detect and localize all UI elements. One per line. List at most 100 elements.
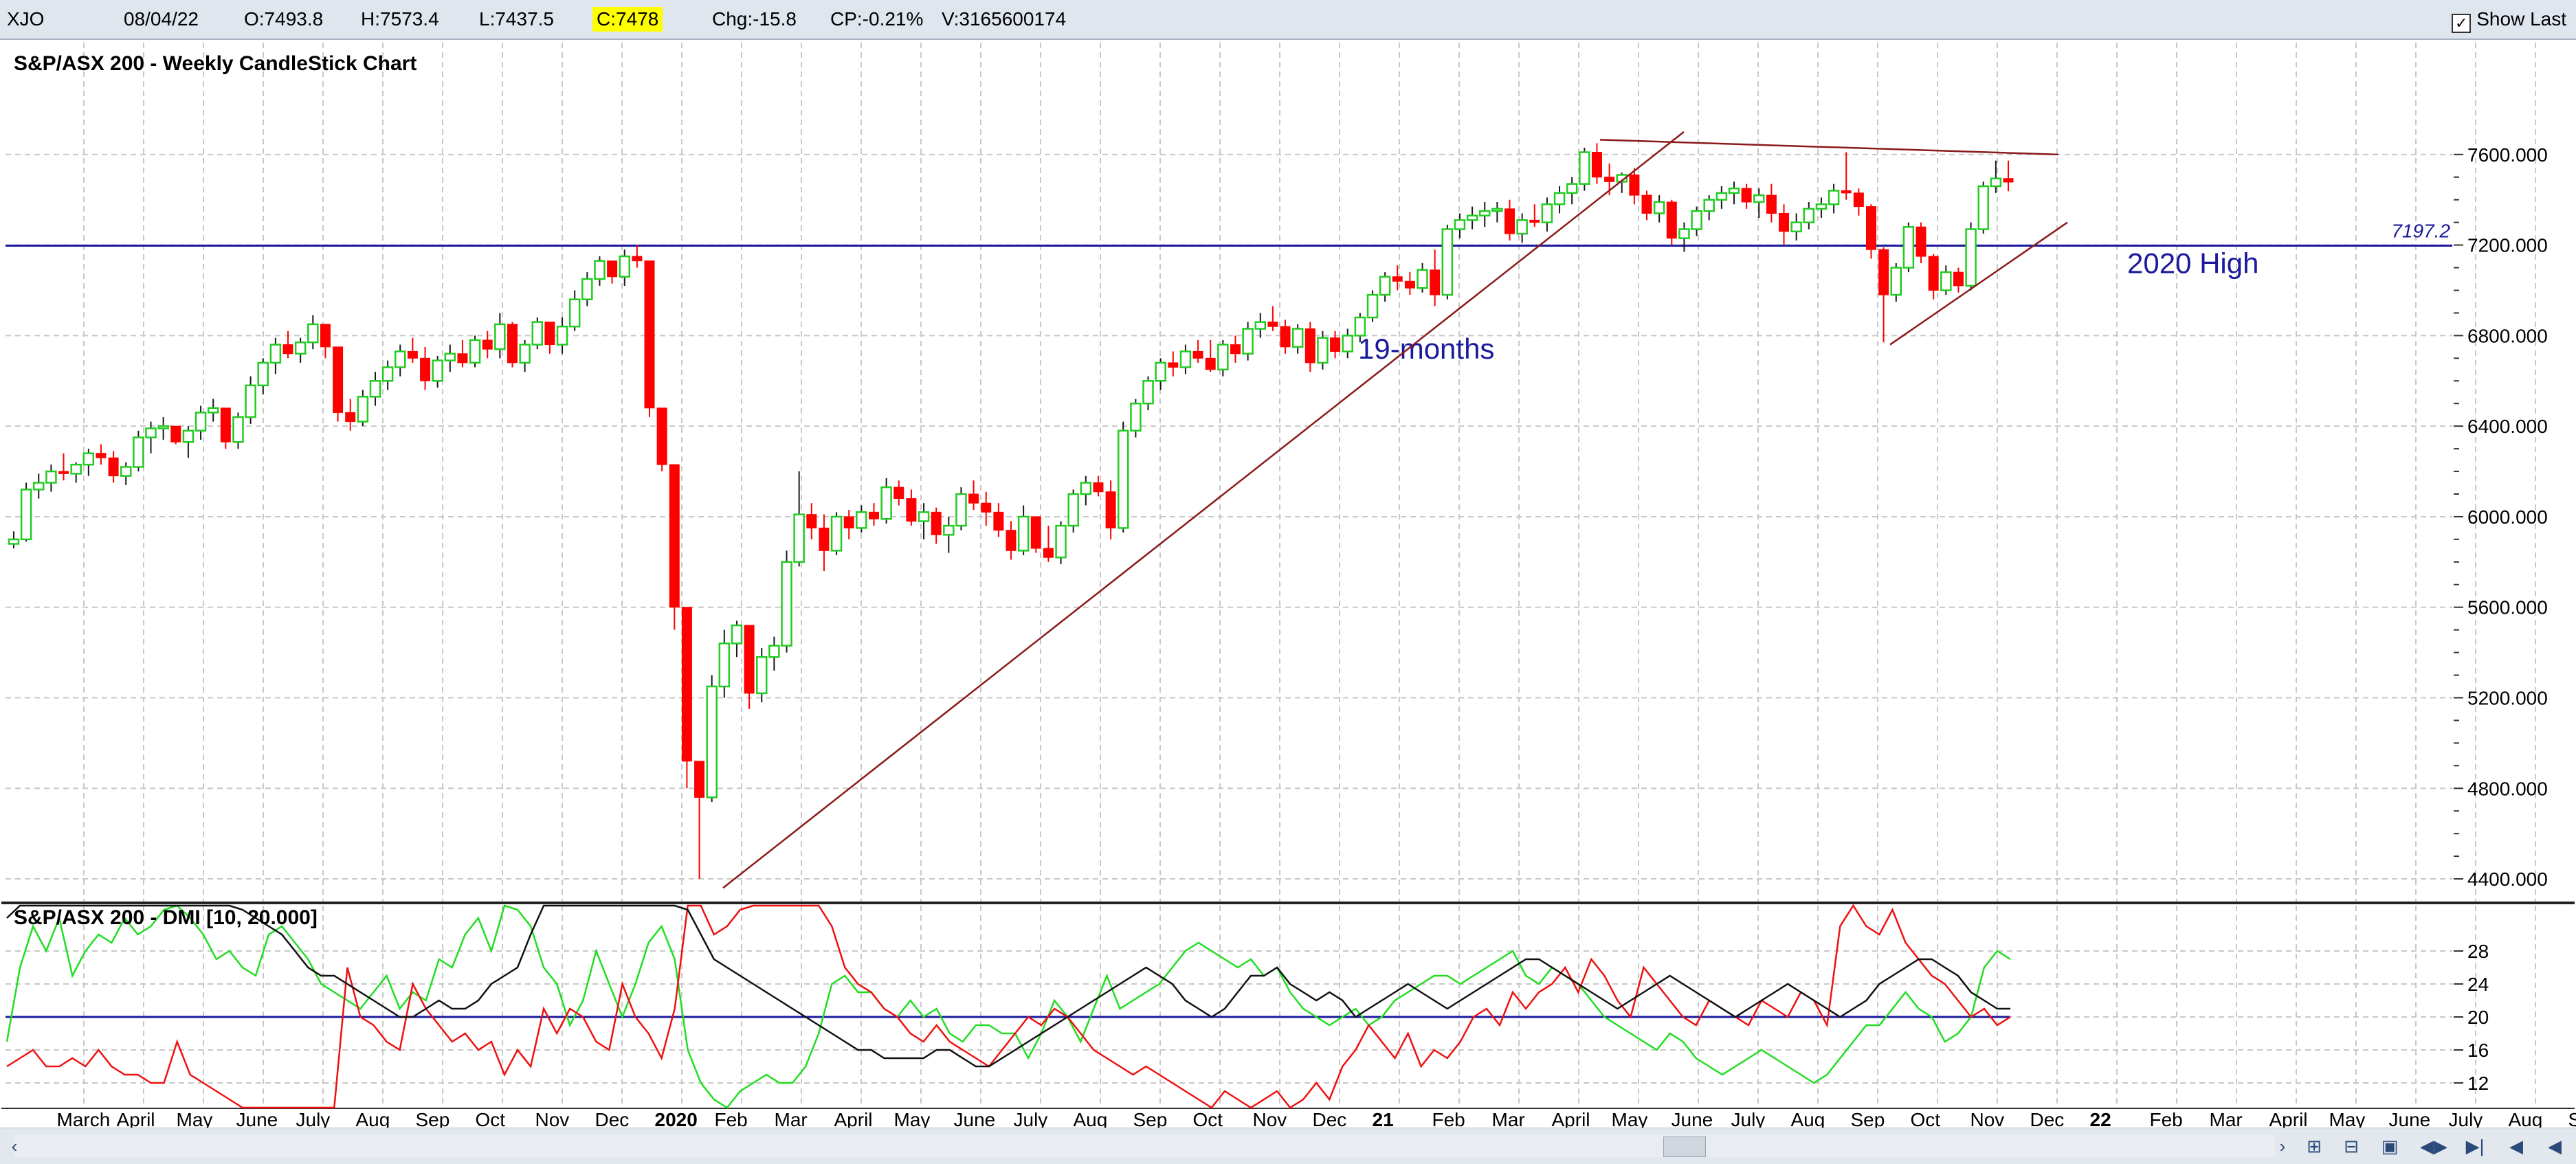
candle-body — [159, 426, 168, 428]
time-axis-label: July — [1731, 1109, 1766, 1128]
candle-body — [1305, 329, 1315, 363]
candle-body — [1156, 363, 1166, 381]
candle-body — [458, 354, 467, 363]
candle-body — [894, 487, 904, 498]
zoom-out-icon[interactable]: ⊟ — [2337, 1134, 2366, 1159]
candle-body — [1579, 153, 1589, 184]
grid-lines — [1, 43, 2576, 1109]
candle-body — [395, 351, 405, 367]
symbol-label: XJO — [7, 7, 44, 32]
dmi-axis-label: 16 — [2467, 1040, 2489, 1061]
scroll-thumb[interactable] — [1663, 1137, 1706, 1157]
candle-body — [1467, 216, 1477, 221]
candle-body — [283, 345, 293, 354]
candle-body — [508, 324, 518, 363]
candles-layer — [9, 143, 2013, 879]
candle-body — [1031, 517, 1041, 548]
checkbox-icon[interactable]: ✓ — [2452, 14, 2471, 33]
candle-body — [1817, 204, 1826, 209]
candle-body — [1953, 272, 1963, 286]
annotation-2020-high: 2020 High — [2127, 247, 2258, 280]
candle-body — [608, 261, 617, 277]
scroll-left-icon[interactable]: ‹ — [0, 1134, 29, 1159]
price-axis-label: 6800.000 — [2467, 325, 2548, 346]
candle-body — [1418, 270, 1428, 288]
scroll-track[interactable] — [14, 1135, 2275, 1157]
candle-body — [308, 324, 318, 342]
candle-body — [1019, 517, 1028, 550]
scroll-bar[interactable]: ‹ › ⊞ ⊟ ▣ ◀▶ ▶| ◀ ◀ — [0, 1128, 2576, 1164]
dmi-series-di_minus — [7, 906, 2010, 1108]
candle-body — [1455, 220, 1465, 229]
candle-body — [669, 465, 679, 607]
time-axis-label: Sep — [416, 1109, 450, 1128]
time-axis-label: Sep — [2568, 1109, 2576, 1128]
show-last-toggle[interactable]: ✓Show Last — [2452, 7, 2566, 33]
candle-body — [1131, 403, 1140, 431]
candle-body — [707, 686, 717, 797]
candle-body — [296, 342, 305, 353]
time-axis-label: May — [1612, 1109, 1648, 1128]
dmi-layer — [5, 906, 2010, 1108]
candle-body — [1766, 195, 1776, 213]
last-icon[interactable]: ▶| — [2461, 1134, 2489, 1159]
candle-body — [557, 326, 567, 344]
candle-body — [1854, 193, 1863, 207]
candle-body — [819, 528, 829, 550]
candle-body — [9, 539, 19, 544]
candle-body — [1118, 431, 1128, 528]
time-axis-label: June — [2389, 1109, 2431, 1128]
candle-body — [1841, 191, 1851, 193]
candle-body — [682, 607, 691, 761]
candle-body — [795, 515, 804, 562]
candle-body — [1929, 256, 1938, 290]
candle-body — [408, 351, 417, 358]
dmi-axis-label: 24 — [2467, 974, 2489, 995]
candle-body — [146, 428, 156, 437]
candle-body — [1592, 153, 1601, 177]
annotation-19-months: 19-months — [1358, 333, 1494, 365]
low-label: L:7437.5 — [479, 7, 554, 32]
date-label: 08/04/22 — [124, 7, 199, 32]
price-axis-label: 7200.000 — [2467, 235, 2548, 256]
candle-body — [59, 471, 69, 473]
chart-title: S&P/ASX 200 - Weekly CandleStick Chart — [14, 52, 417, 75]
fit-icon[interactable]: ▣ — [2375, 1134, 2404, 1159]
close-label: C:7478 — [592, 7, 663, 32]
time-axis-label: Aug — [356, 1109, 390, 1128]
candle-body — [1243, 329, 1253, 354]
candle-body — [1829, 191, 1839, 205]
candle-body — [346, 412, 355, 421]
time-axis-label: Oct — [1911, 1109, 1941, 1128]
candle-body — [2003, 179, 2013, 182]
prev-icon[interactable]: ◀ — [2502, 1134, 2531, 1159]
candle-body — [482, 340, 492, 349]
zoom-in-icon[interactable]: ⊞ — [2300, 1134, 2329, 1159]
candle-body — [1355, 317, 1365, 335]
candle-body — [782, 562, 792, 646]
time-axis-label: Oct — [1193, 1109, 1223, 1128]
candle-body — [1555, 193, 1564, 204]
time-axis-label: 22 — [2090, 1109, 2111, 1128]
scroll-right-icon[interactable]: › — [2268, 1134, 2297, 1159]
time-axis-label: Feb — [1432, 1109, 1465, 1128]
candle-body — [1318, 338, 1327, 363]
candle-body — [233, 417, 243, 442]
candle-body — [445, 354, 455, 361]
candle-body — [320, 324, 330, 347]
candle-body — [1443, 230, 1452, 295]
time-axis-label: Nov — [1253, 1109, 1287, 1128]
first-icon[interactable]: ◀▶ — [2419, 1134, 2448, 1159]
candle-body — [1642, 195, 1652, 213]
candle-body — [1331, 338, 1340, 352]
candle-body — [1505, 209, 1515, 234]
next-icon[interactable]: ◀ — [2540, 1134, 2569, 1159]
candle-body — [1043, 548, 1053, 557]
time-axis-label: April — [2269, 1109, 2308, 1128]
candle-body — [1480, 211, 1489, 216]
candle-body — [1293, 329, 1302, 347]
candle-body — [1779, 213, 1789, 231]
candle-body — [744, 625, 754, 693]
